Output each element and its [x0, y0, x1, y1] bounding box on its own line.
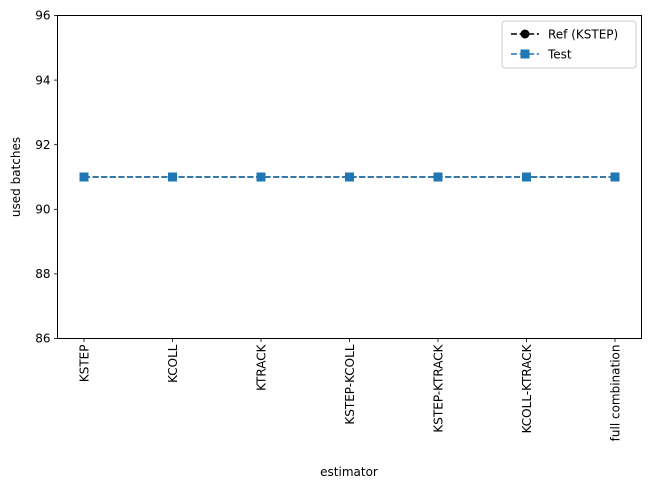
y-axis: 86 88 90 92 94 96: [35, 9, 58, 346]
data-point: [168, 172, 177, 182]
x-tick-label: KSTEP-KTRACK: [431, 343, 445, 432]
y-tick-label: 90: [35, 203, 50, 217]
data-point: [79, 172, 89, 182]
data-point: [520, 29, 530, 39]
y-tick-label: 96: [35, 9, 50, 23]
legend-label: Ref (KSTEP): [548, 27, 618, 41]
data-point: [520, 49, 530, 59]
data-point: [256, 172, 266, 182]
data-point: [433, 172, 443, 182]
legend: Ref (KSTEP) Test: [501, 20, 637, 69]
series-layer: [79, 172, 620, 182]
data-point: [522, 172, 531, 182]
x-tick-label: KSTEP-KCOLL: [343, 344, 357, 424]
legend-label: Test: [547, 47, 572, 61]
x-tick-label: KTRACK: [254, 343, 268, 390]
x-axis: KSTEP KCOLL KTRACK KSTEP-KCOLL KSTEP-KTRACK K…: [77, 338, 622, 442]
data-point: [345, 172, 354, 182]
legend-box: [501, 20, 637, 69]
series-1: [79, 172, 620, 182]
y-tick-label: 94: [35, 73, 50, 87]
x-tick-label: full combination: [608, 345, 622, 442]
x-axis-label: estimator: [320, 465, 378, 479]
x-tick-label: KCOLL: [166, 344, 180, 383]
x-tick-label: KSTEP: [77, 345, 91, 383]
y-tick-label: 92: [35, 138, 50, 152]
y-axis-label: used batches: [9, 137, 23, 217]
y-tick-label: 86: [35, 332, 50, 346]
legend-entry: Ref (KSTEP): [511, 27, 618, 41]
x-tick-label: KCOLL-KTRACK: [520, 343, 534, 433]
data-point: [610, 172, 620, 182]
y-tick-label: 88: [35, 267, 50, 281]
legend-entry: Test: [511, 47, 572, 61]
